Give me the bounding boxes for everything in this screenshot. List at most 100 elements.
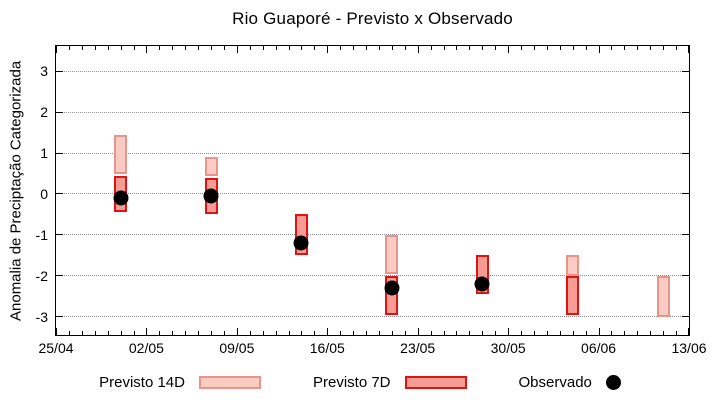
y-tick (56, 234, 63, 236)
x-tick (236, 328, 238, 335)
x-tick (262, 46, 264, 50)
x-tick (120, 46, 122, 50)
x-tick-label: 25/04 (38, 340, 74, 356)
h-gridline (56, 316, 689, 318)
x-tick-label: 13/06 (671, 340, 707, 356)
x-tick (249, 46, 251, 50)
x-tick (314, 46, 316, 50)
x-tick (637, 46, 639, 50)
y-tick (56, 70, 63, 72)
x-tick (366, 331, 368, 335)
y-tick (682, 316, 689, 318)
legend-label: Observado (518, 373, 592, 391)
x-tick (107, 331, 109, 335)
y-tick (682, 234, 689, 236)
x-tick (146, 328, 148, 335)
x-tick (417, 46, 419, 53)
x-tick (637, 331, 639, 335)
x-tick (56, 46, 57, 53)
x-tick-label: 06/06 (581, 340, 617, 356)
x-tick (211, 331, 213, 335)
x-tick (611, 46, 613, 50)
x-tick (340, 46, 342, 50)
x-tick (650, 331, 652, 335)
x-tick (327, 328, 329, 335)
legend: Previsto 14D Previsto 7D Observado (0, 369, 720, 395)
x-tick (456, 46, 458, 50)
y-tick (56, 316, 63, 318)
x-tick (68, 46, 70, 50)
x-tick (443, 331, 445, 335)
h-gridline (56, 152, 689, 154)
x-tick (120, 331, 122, 335)
x-tick (81, 46, 83, 50)
x-tick (404, 331, 406, 335)
x-tick (598, 46, 600, 53)
x-tick (456, 331, 458, 335)
x-tick (314, 331, 316, 335)
y-tick-label: -2 (35, 267, 48, 284)
x-tick (159, 46, 161, 50)
x-tick (81, 331, 83, 335)
x-tick (495, 46, 497, 50)
x-tick (443, 46, 445, 50)
x-tick (624, 331, 626, 335)
x-tick (469, 46, 471, 50)
legend-item-previsto-7d: Previsto 7D (313, 374, 467, 391)
x-tick (172, 46, 174, 50)
y-tick-label: 1 (40, 145, 48, 162)
y-tick (56, 275, 63, 277)
x-tick (223, 331, 225, 335)
x-tick (688, 328, 689, 335)
x-tick (533, 46, 535, 50)
x-tick (521, 46, 523, 50)
x-tick (301, 331, 303, 335)
x-tick (521, 331, 523, 335)
h-gridline (56, 111, 689, 113)
y-tick-label: 0 (40, 185, 48, 202)
x-tick (378, 331, 380, 335)
x-tick (482, 331, 484, 335)
x-tick (262, 331, 264, 335)
x-tick (172, 331, 174, 335)
x-tick (391, 46, 393, 50)
x-tick (133, 46, 135, 50)
x-tick (68, 331, 70, 335)
x-tick (676, 46, 678, 50)
previsto-14d-bar (385, 234, 399, 274)
y-tick-label: 3 (40, 63, 48, 80)
legend-label: Previsto 14D (99, 373, 185, 391)
x-tick (288, 331, 290, 335)
x-tick (353, 46, 355, 50)
x-tick (223, 46, 225, 50)
x-tick (56, 328, 57, 335)
x-tick (94, 331, 96, 335)
x-tick (198, 331, 200, 335)
x-tick (508, 46, 510, 53)
y-tick (682, 70, 689, 72)
x-tick (469, 331, 471, 335)
x-tick (611, 331, 613, 335)
x-tick (688, 46, 689, 53)
y-tick (56, 193, 63, 195)
x-tick (340, 331, 342, 335)
x-tick-label: 30/05 (490, 340, 526, 356)
x-tick (198, 46, 200, 50)
observado-dot (203, 188, 219, 204)
x-tick (430, 46, 432, 50)
x-tick (159, 331, 161, 335)
h-gridline (56, 234, 689, 236)
x-tick (559, 46, 561, 50)
x-tick (353, 331, 355, 335)
x-tick-label: 23/05 (400, 340, 436, 356)
x-tick (482, 46, 484, 50)
x-tick (94, 46, 96, 50)
x-tick (249, 331, 251, 335)
x-tick-label: 09/05 (219, 340, 255, 356)
x-tick (598, 328, 600, 335)
observado-dot (384, 280, 400, 296)
x-tick (185, 46, 187, 50)
x-tick (301, 46, 303, 50)
x-tick (624, 46, 626, 50)
